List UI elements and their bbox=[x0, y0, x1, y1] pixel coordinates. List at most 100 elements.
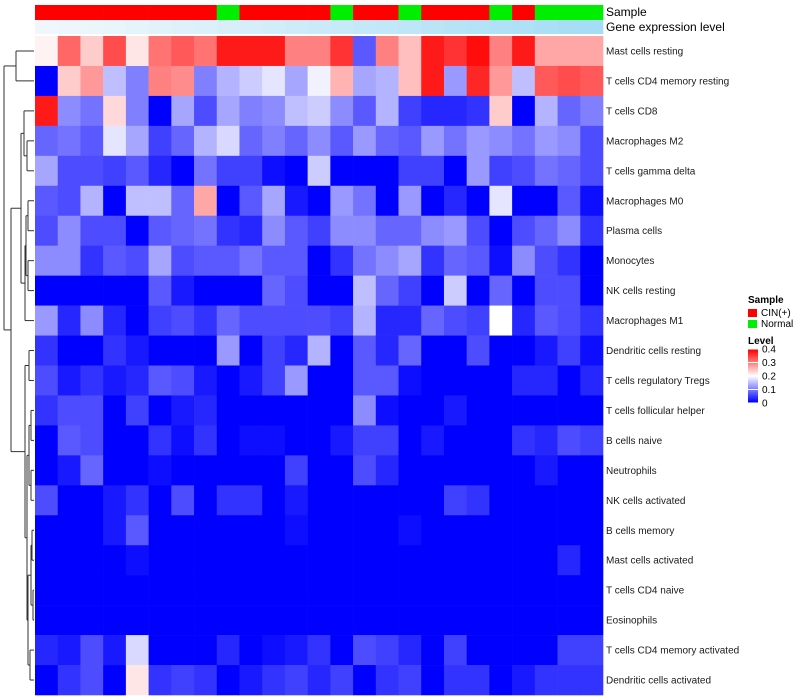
expression-annotation-cell bbox=[307, 20, 331, 34]
heatmap-cell bbox=[284, 575, 308, 606]
heatmap-cell bbox=[375, 65, 399, 97]
heatmap-cell bbox=[534, 245, 558, 276]
heatmap-cell bbox=[534, 36, 558, 67]
heatmap-cell bbox=[35, 545, 59, 576]
heatmap-cell bbox=[194, 545, 218, 576]
row-label: NK cells resting bbox=[606, 286, 675, 297]
heatmap-cell bbox=[80, 245, 104, 276]
heatmap-cell bbox=[512, 605, 536, 636]
heatmap-cell bbox=[330, 605, 354, 636]
heatmap-cell bbox=[534, 575, 558, 606]
heatmap-cell bbox=[103, 155, 127, 187]
heatmap-cell bbox=[375, 125, 399, 157]
level-colorbar-segment bbox=[748, 385, 758, 388]
sample-annotation-cell bbox=[284, 5, 308, 20]
heatmap-cell bbox=[262, 455, 286, 486]
heatmap-cell bbox=[57, 275, 81, 306]
heatmap-cell bbox=[307, 65, 331, 97]
heatmap-cell bbox=[194, 395, 218, 426]
heatmap-cell bbox=[216, 425, 240, 456]
heatmap-cell bbox=[194, 125, 218, 157]
heatmap-cell bbox=[148, 575, 172, 606]
heatmap-cell bbox=[398, 545, 422, 576]
heatmap-cell bbox=[35, 275, 59, 306]
heatmap-cell bbox=[489, 36, 513, 67]
level-colorbar-segment bbox=[748, 398, 758, 401]
heatmap-cell bbox=[194, 275, 218, 306]
heatmap-cell bbox=[307, 425, 331, 456]
heatmap-cell bbox=[148, 215, 172, 246]
heatmap-cell bbox=[353, 65, 377, 97]
heatmap-cell bbox=[512, 665, 536, 696]
expression-annotation-cell bbox=[375, 20, 399, 34]
heatmap-cell bbox=[148, 395, 172, 426]
heatmap-cell bbox=[262, 125, 286, 157]
sample-annotation-cell bbox=[489, 5, 513, 20]
heatmap-cell bbox=[466, 605, 490, 636]
heatmap-cell bbox=[171, 185, 195, 217]
heatmap-cell bbox=[307, 245, 331, 276]
heatmap-cell bbox=[353, 95, 377, 127]
heatmap-cell bbox=[443, 335, 467, 366]
heatmap-cell bbox=[353, 215, 377, 246]
heatmap-cell bbox=[557, 335, 581, 366]
heatmap-cell bbox=[421, 305, 445, 336]
heatmap-cell bbox=[284, 665, 308, 696]
heatmap-cell bbox=[194, 36, 218, 67]
heatmap-cell bbox=[580, 365, 604, 396]
heatmap-cell bbox=[216, 605, 240, 636]
sample-annotation-cell bbox=[103, 5, 127, 20]
sample-annotation-cell bbox=[239, 5, 263, 20]
heatmap-cell bbox=[80, 65, 104, 97]
heatmap-cell bbox=[421, 365, 445, 396]
heatmap-cell bbox=[125, 485, 149, 516]
heatmap-cell bbox=[171, 395, 195, 426]
level-colorbar-segment bbox=[748, 367, 758, 370]
heatmap-cell bbox=[216, 335, 240, 366]
level-colorbar-segment bbox=[748, 371, 758, 374]
heatmap-cell bbox=[171, 335, 195, 366]
heatmap-cell bbox=[353, 515, 377, 546]
heatmap-cell bbox=[239, 305, 263, 336]
heatmap-cell bbox=[194, 485, 218, 516]
heatmap-cell bbox=[216, 155, 240, 187]
heatmap-cell bbox=[580, 515, 604, 546]
heatmap-cell bbox=[57, 485, 81, 516]
heatmap-cell bbox=[103, 215, 127, 246]
sample-annotation-cell bbox=[512, 5, 536, 20]
heatmap-cell bbox=[239, 515, 263, 546]
heatmap-cell bbox=[103, 125, 127, 157]
heatmap-cell bbox=[580, 335, 604, 366]
heatmap-cell bbox=[375, 275, 399, 306]
heatmap-cell bbox=[398, 395, 422, 426]
heatmap-cell bbox=[398, 455, 422, 486]
heatmap-cell bbox=[534, 395, 558, 426]
heatmap-cell bbox=[103, 185, 127, 217]
heatmap-cell bbox=[443, 215, 467, 246]
heatmap-cell bbox=[148, 155, 172, 187]
level-colorbar-segment bbox=[748, 390, 758, 393]
heatmap-cell bbox=[35, 455, 59, 486]
heatmap-cell bbox=[512, 365, 536, 396]
heatmap-cell bbox=[557, 575, 581, 606]
heatmap-cell bbox=[239, 245, 263, 276]
heatmap-cell bbox=[125, 665, 149, 696]
heatmap-cell bbox=[262, 515, 286, 546]
heatmap-cell bbox=[353, 635, 377, 666]
heatmap-cell bbox=[307, 335, 331, 366]
heatmap-cell bbox=[239, 485, 263, 516]
heatmap-cell bbox=[125, 95, 149, 127]
heatmap-cell bbox=[239, 95, 263, 127]
heatmap-cell bbox=[80, 425, 104, 456]
heatmap-cell bbox=[421, 125, 445, 157]
heatmap-cell bbox=[557, 95, 581, 127]
heatmap-cell bbox=[330, 36, 354, 67]
level-tick-label: 0.4 bbox=[762, 345, 776, 356]
heatmap-cell bbox=[35, 515, 59, 546]
heatmap-cell bbox=[194, 155, 218, 187]
heatmap-cell bbox=[398, 635, 422, 666]
level-colorbar-segment bbox=[748, 353, 758, 355]
heatmap-cell bbox=[580, 485, 604, 516]
level-colorbar-segment bbox=[748, 354, 758, 357]
heatmap-cell bbox=[443, 665, 467, 696]
